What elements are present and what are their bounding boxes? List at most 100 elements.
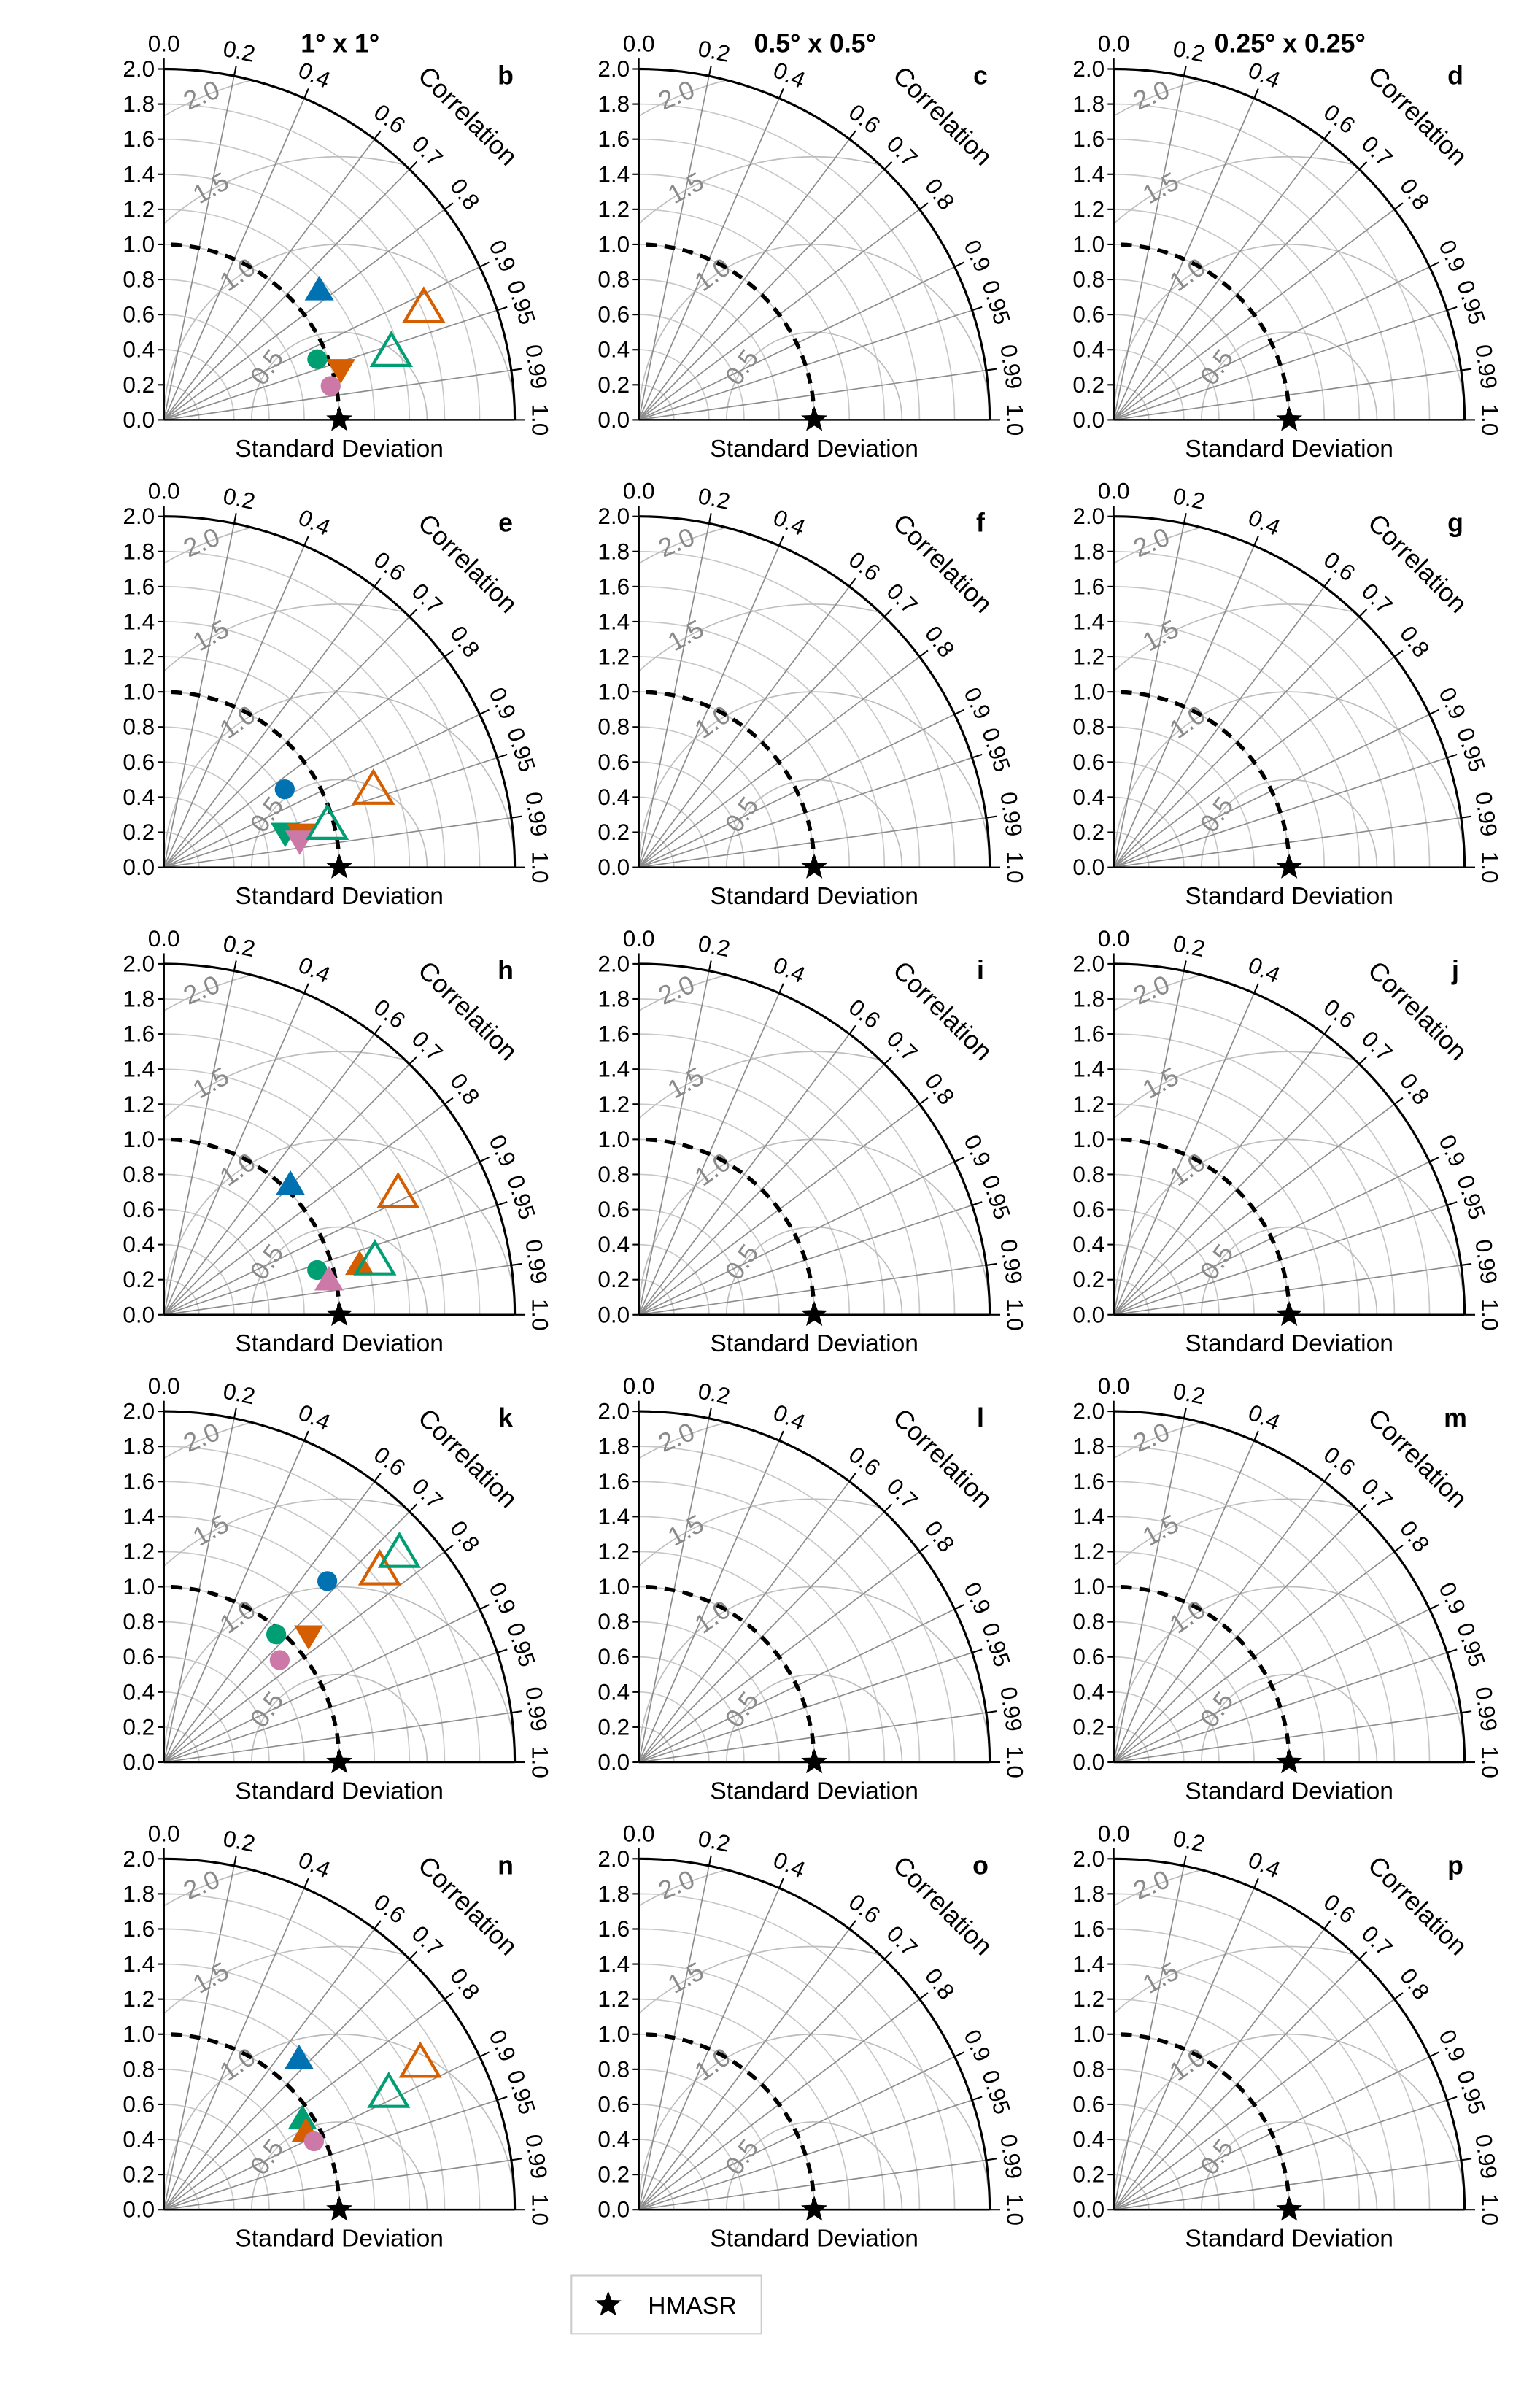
corr-tick-label: 0.2 bbox=[696, 1825, 732, 1857]
y-tick-label: 1.2 bbox=[597, 196, 630, 222]
y-tick-label: 0.4 bbox=[1072, 2126, 1104, 2153]
corr-tick-label: 1.0 bbox=[1477, 1746, 1504, 1778]
corr-tick-label: 1.0 bbox=[1002, 2193, 1029, 2226]
taylor-panel: 0.00.20.40.60.81.01.21.41.61.82.00.51.01… bbox=[597, 478, 1028, 910]
corr-tick bbox=[986, 1262, 997, 1266]
rms-label: 2.0 bbox=[1129, 1417, 1174, 1458]
corr-tick-label: 0.2 bbox=[696, 35, 732, 67]
data-point bbox=[326, 359, 356, 384]
corr-tick-label: 0.0 bbox=[148, 1373, 180, 1399]
reference-arc bbox=[638, 242, 816, 420]
rms-label: 2.0 bbox=[654, 970, 699, 1011]
corr-tick-label: 0.4 bbox=[770, 1846, 810, 1883]
corr-tick bbox=[479, 1156, 490, 1163]
y-tick-label: 1.0 bbox=[123, 679, 155, 705]
y-tick-label: 1.8 bbox=[123, 90, 155, 117]
corr-tick-label: 0.95 bbox=[1452, 1172, 1490, 1222]
corr-tick-label: 0.0 bbox=[1098, 1820, 1130, 1846]
corr-tick-label: 0.99 bbox=[520, 1685, 552, 1733]
y-tick-label: 0.4 bbox=[123, 2126, 155, 2153]
panel-label: c bbox=[973, 61, 988, 90]
corr-tick-label: 0.4 bbox=[770, 1399, 810, 1436]
corr-grid-line bbox=[1113, 1959, 1360, 2210]
y-tick-label: 0.6 bbox=[597, 2091, 630, 2117]
outer-arc bbox=[163, 962, 517, 1315]
rms-label: 0.5 bbox=[1194, 2134, 1239, 2180]
std-grid-arc bbox=[1113, 621, 1361, 868]
std-grid-arc bbox=[638, 314, 745, 420]
reference-arc bbox=[1113, 690, 1291, 868]
corr-tick bbox=[479, 1604, 490, 1610]
y-tick-label: 0.4 bbox=[1072, 1231, 1104, 1257]
corr-tick-label: 0.99 bbox=[520, 343, 552, 391]
corr-tick bbox=[1393, 202, 1404, 210]
corr-tick-label: 0.99 bbox=[995, 790, 1027, 838]
std-grid-arc bbox=[163, 1033, 446, 1315]
y-tick-label: 1.0 bbox=[123, 2021, 155, 2047]
std-grid-arc bbox=[638, 1928, 921, 2210]
corr-grid-line bbox=[638, 586, 850, 868]
y-tick-label: 0.6 bbox=[1072, 1643, 1104, 1670]
std-grid-arc bbox=[638, 1551, 851, 1762]
corr-tick bbox=[778, 983, 784, 994]
rms-label: 2.0 bbox=[654, 74, 699, 115]
y-tick-label: 0.0 bbox=[123, 2196, 155, 2223]
corr-tick bbox=[1183, 960, 1187, 971]
std-grid-arc bbox=[1113, 550, 1431, 868]
corr-tick-label: 0.6 bbox=[844, 1441, 886, 1481]
rms-contour bbox=[163, 603, 515, 868]
y-tick-label: 1.4 bbox=[1072, 161, 1104, 187]
corr-tick bbox=[303, 1878, 309, 1888]
corr-tick bbox=[918, 1992, 929, 2000]
reference-point bbox=[326, 853, 353, 879]
y-tick-label: 1.2 bbox=[1072, 1091, 1104, 1117]
y-tick-label: 0.4 bbox=[123, 784, 155, 810]
column-title: 0.25° x 0.25° bbox=[1215, 28, 1366, 58]
std-grid-arc bbox=[638, 1446, 956, 1762]
corr-tick bbox=[1461, 1262, 1472, 1266]
corr-tick-label: 0.2 bbox=[221, 482, 258, 514]
y-tick-label: 0.2 bbox=[123, 1266, 155, 1292]
corr-tick-label: 0.6 bbox=[844, 1888, 886, 1929]
y-tick-label: 1.0 bbox=[597, 231, 630, 257]
corr-tick-label: 0.4 bbox=[1245, 1846, 1285, 1883]
y-tick-label: 1.4 bbox=[597, 1950, 630, 1977]
std-grid-arc bbox=[1113, 1068, 1361, 1315]
corr-grid-line bbox=[163, 586, 375, 868]
corr-tick-label: 0.9 bbox=[484, 236, 521, 276]
corr-tick-label: 0.9 bbox=[959, 683, 996, 723]
corr-tick bbox=[986, 815, 997, 819]
y-tick-label: 1.8 bbox=[123, 1433, 155, 1459]
std-grid-arc bbox=[1113, 726, 1255, 868]
y-tick-label: 1.8 bbox=[597, 1433, 630, 1459]
column-title: 1° x 1° bbox=[301, 28, 379, 58]
y-tick-label: 1.8 bbox=[123, 985, 155, 1011]
corr-tick bbox=[848, 577, 856, 587]
y-tick-label: 2.0 bbox=[123, 950, 155, 976]
y-tick-label: 0.6 bbox=[123, 301, 155, 328]
rms-label: 0.5 bbox=[244, 2134, 290, 2180]
y-tick-label: 0.6 bbox=[1072, 301, 1104, 328]
y-tick-label: 1.4 bbox=[1072, 608, 1104, 634]
std-grid-arc bbox=[1113, 1893, 1431, 2210]
reference-point bbox=[801, 853, 828, 879]
corr-grid-line bbox=[163, 169, 410, 420]
std-grid-arc bbox=[163, 1621, 305, 1762]
corr-tick-label: 0.2 bbox=[1171, 482, 1207, 514]
y-tick-label: 2.0 bbox=[597, 503, 630, 529]
corr-tick-label: 1.0 bbox=[527, 2193, 554, 2226]
corr-tick bbox=[511, 368, 522, 371]
outer-arc bbox=[1113, 962, 1466, 1315]
y-tick-label: 1.0 bbox=[1072, 1126, 1104, 1152]
y-tick-label: 1.2 bbox=[123, 196, 155, 222]
corr-grid-line bbox=[1113, 1928, 1325, 2210]
y-tick-label: 1.0 bbox=[597, 1573, 630, 1599]
y-tick-label: 1.6 bbox=[1072, 573, 1104, 599]
outer-arc bbox=[638, 1410, 991, 1762]
rms-contour bbox=[1113, 691, 1465, 868]
rms-label: 2.0 bbox=[179, 1864, 224, 1905]
corr-tick bbox=[972, 1201, 983, 1206]
corr-tick-label: 0.99 bbox=[995, 1685, 1027, 1733]
std-grid-arc bbox=[1113, 1621, 1255, 1762]
